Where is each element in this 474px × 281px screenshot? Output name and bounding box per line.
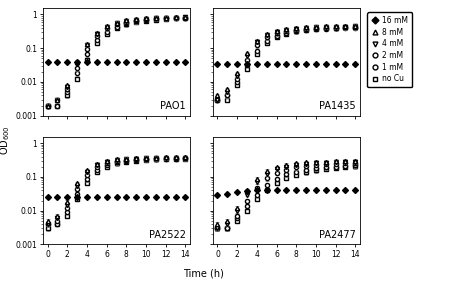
Text: OD$_{600}$: OD$_{600}$ [0,126,12,155]
Text: PA2477: PA2477 [319,230,356,240]
Text: PA1435: PA1435 [319,101,356,112]
Text: PAO1: PAO1 [160,101,186,112]
Text: PA2522: PA2522 [149,230,186,240]
Text: Time (h): Time (h) [183,268,224,278]
Legend: 16 mM, 8 mM, 4 mM, 2 mM, 1 mM, no Cu: 16 mM, 8 mM, 4 mM, 2 mM, 1 mM, no Cu [367,12,412,87]
